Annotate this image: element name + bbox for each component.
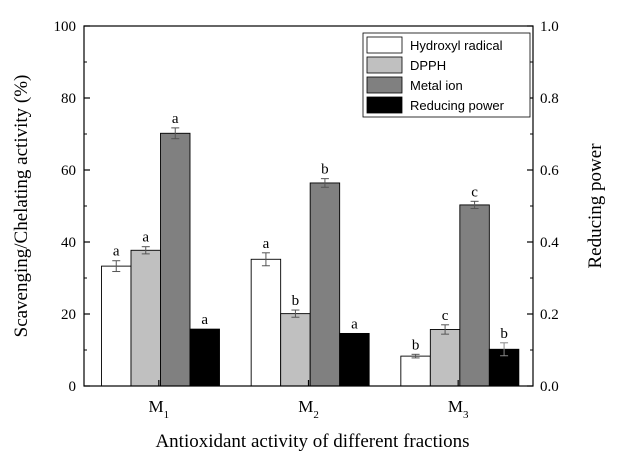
y-tick-label: 0 bbox=[69, 379, 77, 395]
bar-hydroxyl-radical-2 bbox=[250, 258, 282, 387]
x-tick-label: M3 bbox=[448, 397, 469, 421]
bar-metal-ion-3 bbox=[459, 204, 490, 387]
error-bars-layer bbox=[112, 127, 509, 359]
significance-letter: a bbox=[172, 111, 179, 127]
legend-swatch bbox=[366, 96, 403, 114]
significance-letter: a bbox=[263, 236, 270, 252]
y-axis-title: Scavenging/Chelating activity (%) bbox=[11, 75, 32, 338]
bar-dpph-3 bbox=[429, 329, 461, 387]
y-tick-label: 20 bbox=[61, 307, 76, 323]
legend-swatch bbox=[366, 36, 403, 54]
y-tick-label: 40 bbox=[61, 235, 76, 251]
bar-hydroxyl-radical-1 bbox=[101, 265, 132, 387]
significance-letter: b bbox=[292, 293, 300, 309]
bar-dpph-1 bbox=[130, 249, 161, 387]
legend-label: DPPH bbox=[410, 58, 446, 73]
x-axis-title: Antioxidant activity of different fracti… bbox=[155, 431, 469, 452]
significance-letter: b bbox=[321, 162, 329, 178]
legend-label: Hydroxyl radical bbox=[410, 38, 503, 53]
y-tick-label: 100 bbox=[54, 19, 77, 35]
y2-tick-label: 0.2 bbox=[540, 307, 559, 323]
y2-tick-label: 0.4 bbox=[540, 235, 559, 251]
x-tick-label: M1 bbox=[149, 397, 170, 421]
significance-letter: b bbox=[412, 337, 420, 353]
y2-tick-label: 0.6 bbox=[540, 163, 559, 179]
legend-label: Reducing power bbox=[410, 98, 505, 113]
significance-letter: b bbox=[500, 326, 508, 342]
bar-dpph-2 bbox=[280, 313, 311, 387]
legend: Hydroxyl radical DPPH Metal ion Reducing po… bbox=[362, 32, 531, 118]
significance-letter: a bbox=[142, 230, 149, 246]
y2-tick-label: 0.0 bbox=[540, 379, 559, 395]
legend-swatch bbox=[366, 76, 403, 94]
y2-tick-label: 0.8 bbox=[540, 91, 559, 107]
y-tick-label: 80 bbox=[61, 91, 76, 107]
significance-letter: c bbox=[442, 308, 449, 324]
significance-letter: a bbox=[351, 316, 358, 332]
y2-axis-title: Reducing power bbox=[585, 143, 606, 269]
bar-metal-ion-2 bbox=[309, 182, 341, 387]
significance-letter: a bbox=[113, 244, 120, 260]
legend-label: Metal ion bbox=[410, 78, 463, 93]
bars-layer bbox=[101, 132, 520, 387]
y2-tick-label: 1.0 bbox=[540, 19, 559, 35]
significance-letter: c bbox=[471, 184, 478, 200]
category-labels-layer: M1 M2 M3 bbox=[149, 380, 469, 421]
bar-reducing-power-2 bbox=[339, 332, 370, 387]
bar-reducing-power-1 bbox=[189, 328, 220, 387]
significance-letters-layer: a a b a b c a b c a a b bbox=[113, 111, 508, 353]
x-tick-label: M2 bbox=[298, 397, 319, 421]
bar-metal-ion-1 bbox=[160, 132, 191, 387]
bar-hydroxyl-radical-3 bbox=[400, 355, 431, 387]
legend-swatch bbox=[366, 56, 403, 74]
y-tick-label: 60 bbox=[61, 163, 76, 179]
significance-letter: a bbox=[201, 312, 208, 328]
